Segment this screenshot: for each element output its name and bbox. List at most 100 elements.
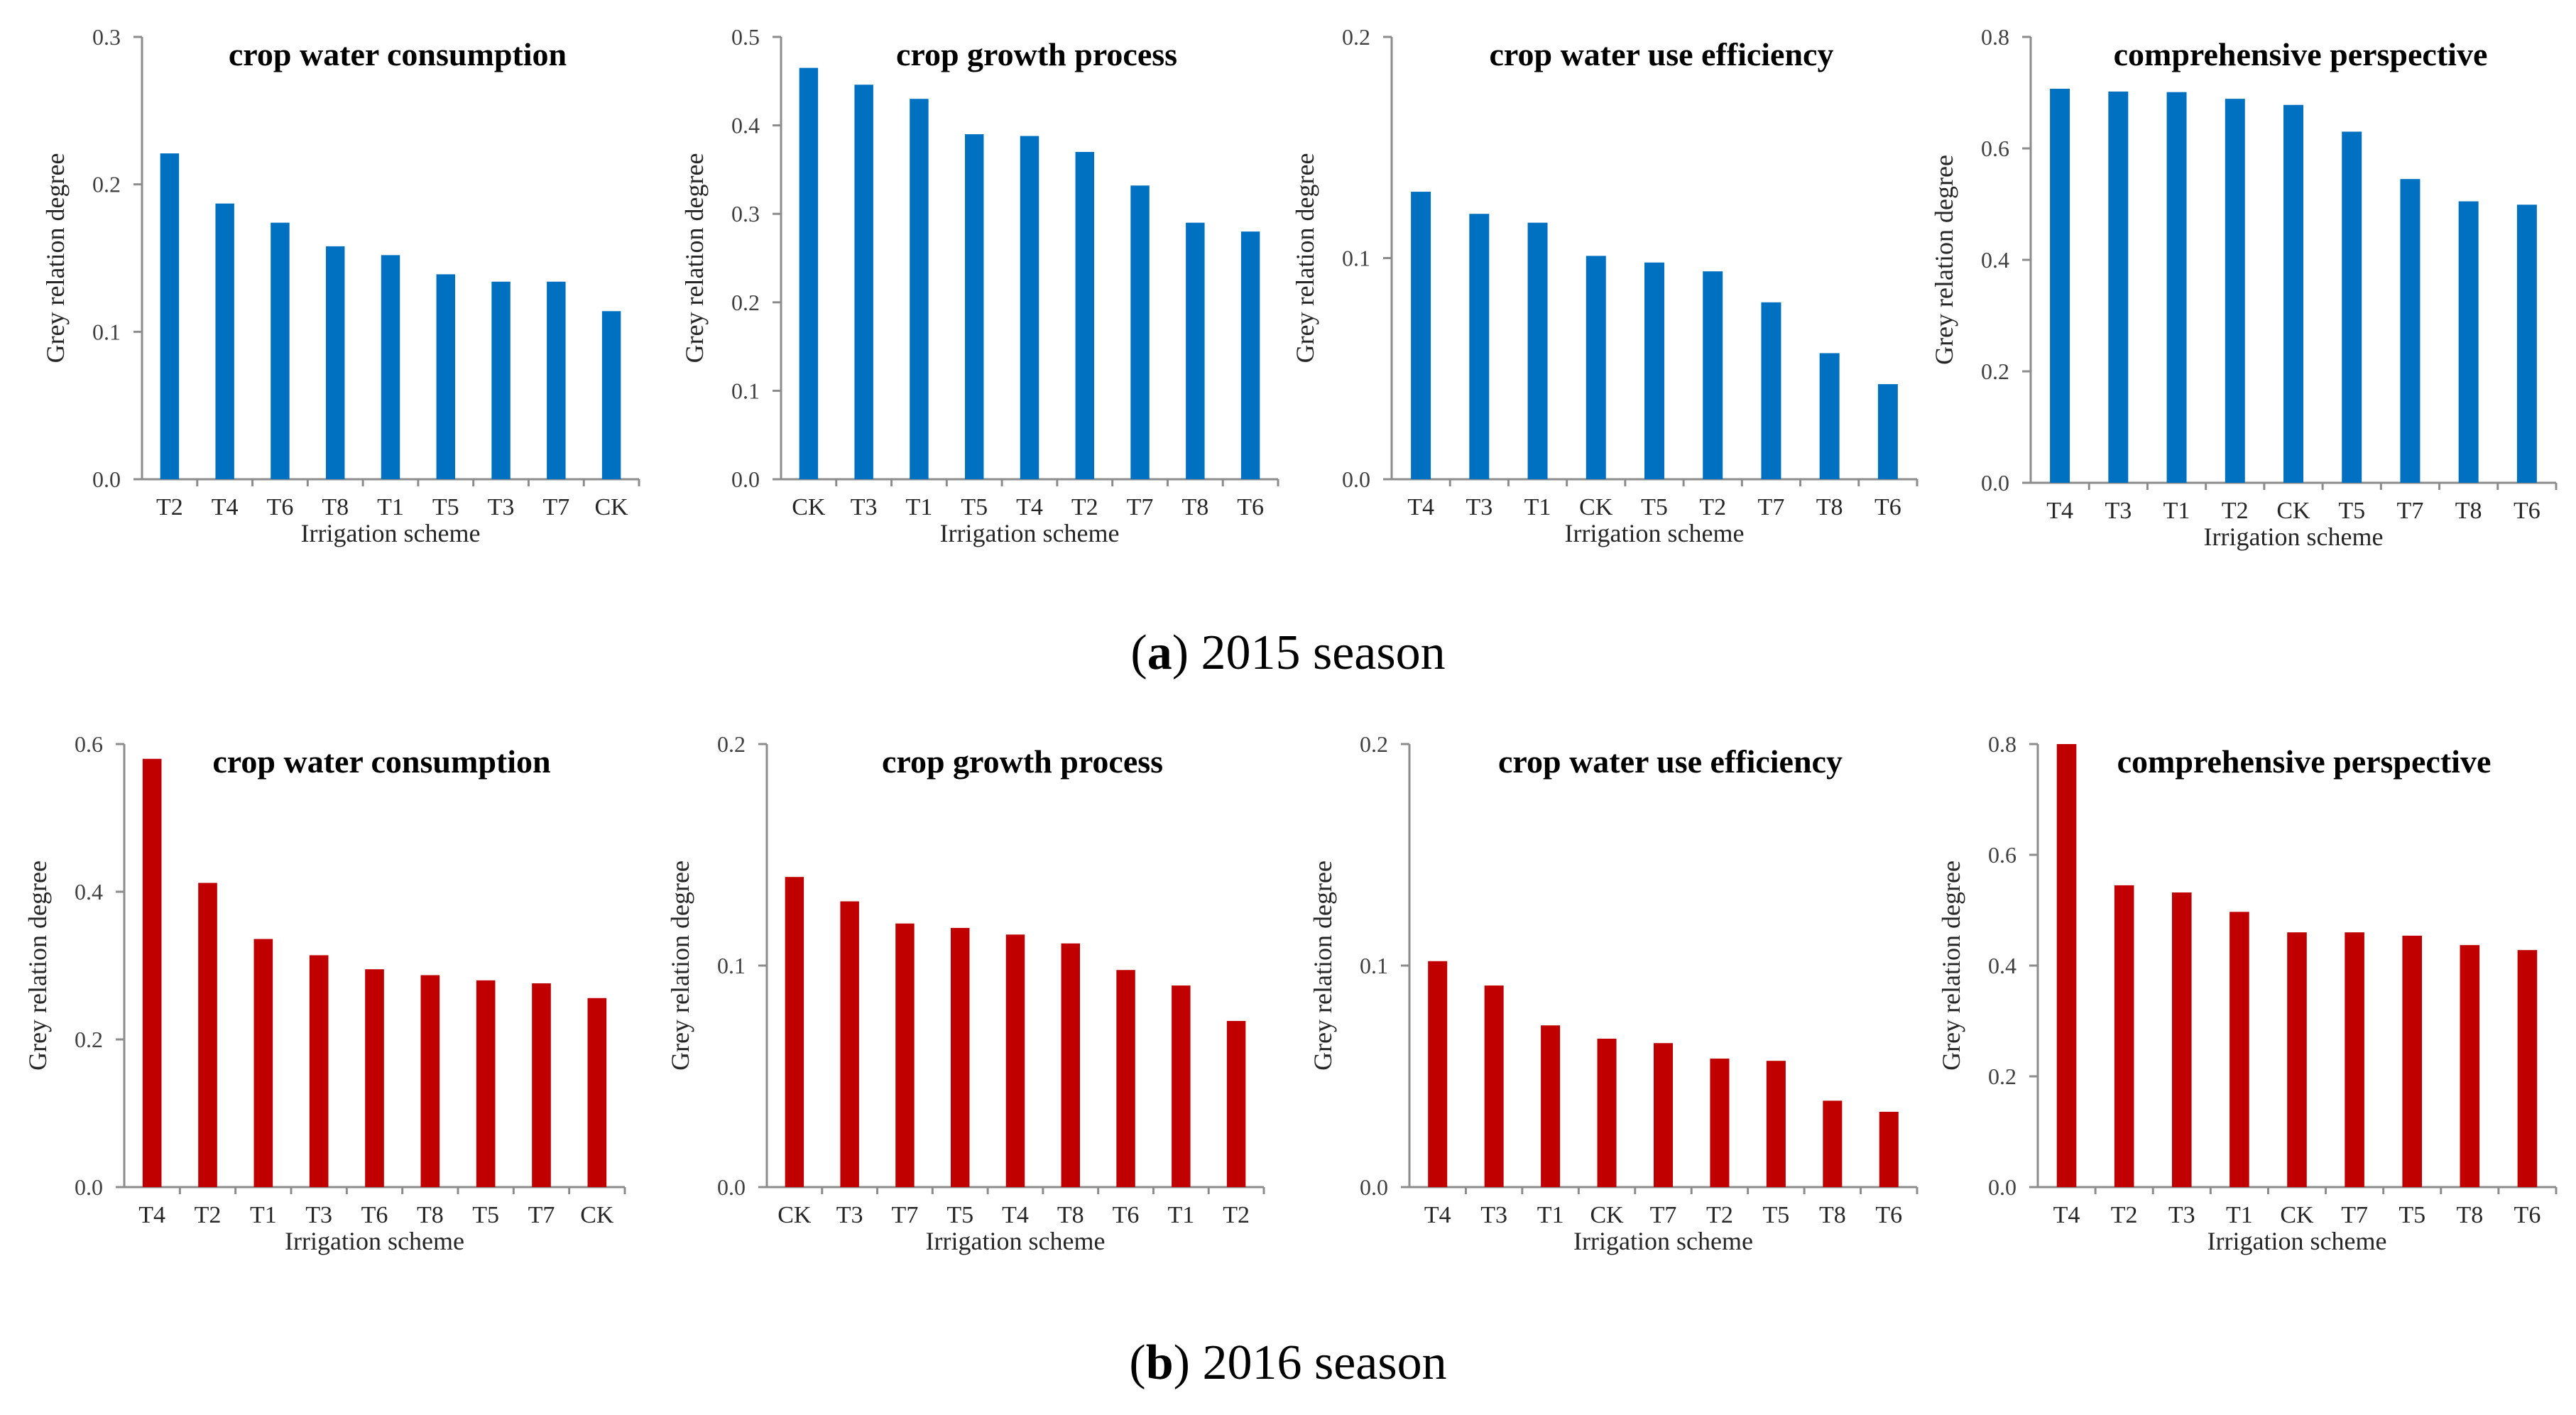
chart-2015-4-y-tick-label: 0.2 [1981,359,2009,384]
chart-2015-2-y-tick-label: 0.0 [731,466,760,492]
chart-2015-1-bar-T4 [215,203,234,479]
chart-2015-3-bar-T8 [1819,353,1840,479]
chart-2015-4-bar-CK [2283,104,2303,483]
chart-2015-4-bar-T2 [2225,99,2245,483]
chart-2015-3-x-tick-label: T4 [1407,494,1434,520]
chart-2015-3-y-tick-label: 0.2 [1342,24,1370,50]
chart-2016-4-y-tick-label: 0.0 [1988,1174,2016,1200]
chart-2016-3-bar-T3 [1484,985,1504,1187]
chart-2015-4-x-tick-label: T8 [2455,498,2482,524]
chart-2015-4-bar-T1 [2166,92,2187,483]
chart-2016-1-x-tick-label: CK [580,1202,614,1228]
chart-2016-1-x-tick-label: T6 [361,1202,388,1228]
chart-2016-3-x-tick-label: T1 [1537,1202,1564,1228]
chart-2015-2-y-tick-label: 0.3 [731,201,760,226]
chart-2015-2-y-tick-label: 0.2 [731,290,760,315]
chart-2016-2-x-tick-label: T7 [892,1202,919,1228]
chart-2015-3-x-tick-label: T5 [1641,494,1668,520]
chart-2016-3-bar-T1 [1541,1025,1561,1187]
chart-2015-1-x-tick-label: T2 [156,494,183,520]
chart-2015-2-bar-T7 [1130,185,1150,479]
chart-2016-2-bar-T1 [1172,985,1191,1187]
chart-2016-4-x-tick-label: T1 [2226,1202,2253,1228]
chart-2015-2-x-tick-label: T7 [1127,494,1154,520]
chart-2016-1-bar-T6 [365,969,384,1187]
chart-2015-2-y-tick-label: 0.5 [731,24,760,50]
chart-2016-1-title: crop water consumption [212,743,550,780]
chart-2015-4-title: comprehensive perspective [2114,36,2488,72]
chart-2015-2-x-tick-label: T8 [1181,494,1208,520]
chart-2015-3-y-tick-label: 0.0 [1342,466,1370,492]
chart-2016-4-bar-T4 [2056,744,2077,1187]
chart-2016-1-x-tick-label: T3 [305,1202,332,1228]
chart-2016-2-title: crop growth process [882,743,1163,780]
chart-2015-1-y-tick-label: 0.0 [92,466,121,492]
chart-2015-1-title: crop water consumption [229,36,567,72]
chart-2015-3-x-tick-label: T2 [1699,494,1726,520]
chart-2016-3-y-tick-label: 0.1 [1360,953,1388,978]
chart-2016-4-bar-T3 [2171,892,2192,1187]
chart-2016-2-bar-T3 [840,901,859,1187]
chart-2016-3-x-tick-label: T2 [1706,1202,1733,1228]
chart-2015-2-y-axis-label: Grey relation degree [680,153,709,364]
chart-2016-3-x-tick-label: T7 [1650,1202,1677,1228]
chart-2015-1-bar-T2 [160,153,180,479]
chart-2015-1-bar-T5 [436,274,455,479]
chart-2016-1-x-axis-label: Irrigation scheme [285,1227,464,1255]
chart-2016-1-y-tick-label: 0.2 [75,1027,103,1052]
chart-2015-4-x-tick-label: T7 [2397,498,2424,524]
chart-2015-2: 0.0 0.1 0.2 0.3 0.4 0.5 CK T3 T1 T5 T4 T2 T7 T8 T6 crop… [680,24,1279,547]
chart-2016-1-y-tick-label: 0.6 [75,731,103,757]
chart-2015-2-bar-T2 [1075,151,1094,480]
chart-2015-4-x-tick-label: T1 [2163,498,2190,524]
chart-2015-2-bar-T6 [1240,231,1260,479]
caption-2016-text: ) 2016 season [1173,1335,1447,1390]
chart-2016-1-y-tick-label: 0.4 [75,879,103,905]
chart-2015-3-x-tick-label: T8 [1816,494,1843,520]
chart-2015-2-x-tick-label: T3 [851,494,878,520]
chart-2015-3-x-tick-label: T1 [1524,494,1551,520]
chart-2015-3-bar-T6 [1877,384,1898,479]
chart-2016-2-bar-T8 [1061,943,1080,1187]
chart-2015-3-x-tick-label: T3 [1466,494,1492,520]
chart-2015-2-bar-T4 [1020,136,1039,479]
chart-2016-2-bar-CK [785,877,804,1187]
chart-2015-4-bar-T7 [2400,179,2421,483]
chart-2015-1-bar-T8 [326,246,345,479]
chart-2016-1-x-tick-label: T2 [195,1202,222,1228]
chart-2016-4-x-axis-label: Irrigation scheme [2207,1227,2387,1255]
chart-2016-1-bar-T7 [532,983,551,1187]
chart-2016-2-x-tick-label: T8 [1057,1202,1084,1228]
chart-2015-1-bar-T1 [381,255,400,479]
chart-2016-1-y-axis-label: Grey relation degree [23,861,52,1071]
chart-2015-1-y-tick-label: 0.1 [92,319,121,344]
chart-2016-3-bar-T5 [1766,1061,1786,1187]
chart-2016-1-bar-T4 [142,758,162,1187]
chart-2015-4-x-tick-label: T3 [2105,498,2132,524]
chart-2015-4-x-axis-label: Irrigation scheme [2204,523,2384,551]
chart-2016-3-y-tick-label: 0.0 [1360,1174,1388,1200]
chart-2015-4-y-tick-label: 0.6 [1981,136,2009,161]
chart-2015-3-y-tick-label: 0.1 [1342,246,1370,271]
chart-2016-4-bar-T2 [2114,885,2134,1187]
chart-2016-2-bar-T5 [951,927,970,1187]
chart-2015-4-y-tick-label: 0.0 [1981,470,2009,496]
chart-2016-2-bar-T6 [1116,970,1135,1187]
chart-2015-4-y-tick-label: 0.8 [1981,24,2009,50]
chart-2015-1-x-tick-label: T7 [542,494,569,520]
chart-2016-2-x-tick-label: T3 [836,1202,863,1228]
chart-2015-2-bar-T8 [1186,222,1205,479]
chart-2015-2-x-tick-label: T2 [1071,494,1098,520]
caption-2015: (a) 2015 season [1130,625,1446,680]
chart-2015-4-y-axis-label: Grey relation degree [1930,155,1958,365]
chart-2016-3-x-tick-label: T6 [1875,1202,1902,1228]
chart-2015-1-x-axis-label: Irrigation scheme [301,519,481,547]
chart-2016-2-y-tick-label: 0.2 [717,731,746,757]
chart-2016-3: 0.0 0.1 0.2 T4 T3 T1 CK T7 T2 T5 T8 T6 crop water us… [1309,731,1919,1255]
chart-2015-2-x-tick-label: CK [792,494,826,520]
chart-2016-4-bar-T1 [2230,912,2249,1187]
chart-2016-2-y-tick-label: 0.0 [717,1174,746,1200]
chart-2015-4-x-tick-label: CK [2276,498,2310,524]
caption-2016: (b) 2016 season [1129,1335,1447,1390]
